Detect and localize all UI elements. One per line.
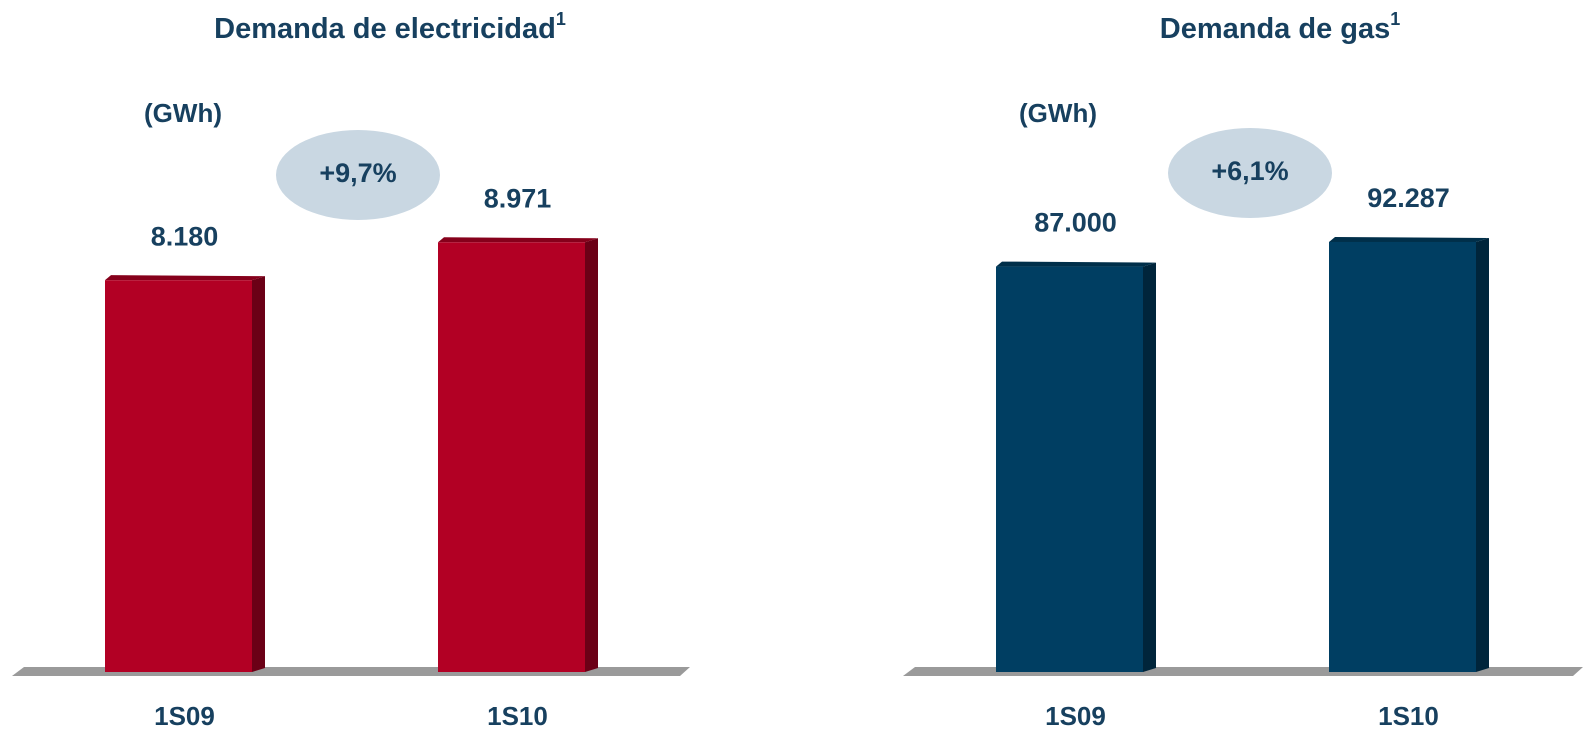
bar-front xyxy=(105,280,252,672)
bar xyxy=(996,261,1156,672)
change-bubble xyxy=(1168,128,1332,218)
change-label: +9,7% xyxy=(319,158,396,188)
bar-front xyxy=(1329,241,1476,673)
x-tick-label: 1S10 xyxy=(487,701,548,731)
y-axis-label: (GWh) xyxy=(144,98,222,128)
bar-side xyxy=(585,238,598,672)
value-label: 87.000 xyxy=(1034,208,1117,238)
bar xyxy=(438,237,598,672)
title-note: 1 xyxy=(1390,9,1400,29)
bar-front xyxy=(996,266,1143,672)
x-tick-label: 1S10 xyxy=(1378,701,1439,731)
bar xyxy=(1329,236,1489,673)
bar-side xyxy=(1476,237,1489,673)
bar-top xyxy=(438,237,598,243)
bar xyxy=(105,275,265,672)
x-tick-label: 1S09 xyxy=(154,701,215,731)
change-bubble xyxy=(276,130,440,220)
bar-top xyxy=(105,275,265,281)
change-label: +6,1% xyxy=(1211,156,1288,186)
chart-title: Demanda de electricidad1 xyxy=(214,9,566,45)
bar-top xyxy=(1329,236,1489,242)
bar-side xyxy=(252,276,265,672)
value-label: 8.180 xyxy=(151,221,219,251)
bar-top xyxy=(996,261,1156,267)
chart-title: Demanda de gas1 xyxy=(1160,9,1401,45)
title-text: Demanda de gas xyxy=(1160,13,1390,45)
bar-front xyxy=(438,242,585,672)
title-text: Demanda de electricidad xyxy=(214,13,556,45)
y-axis-label: (GWh) xyxy=(1019,98,1097,128)
title-note: 1 xyxy=(556,9,566,29)
bar-side xyxy=(1143,262,1156,672)
value-label: 8.971 xyxy=(484,183,552,213)
x-tick-label: 1S09 xyxy=(1045,701,1106,731)
value-label: 92.287 xyxy=(1367,183,1450,213)
